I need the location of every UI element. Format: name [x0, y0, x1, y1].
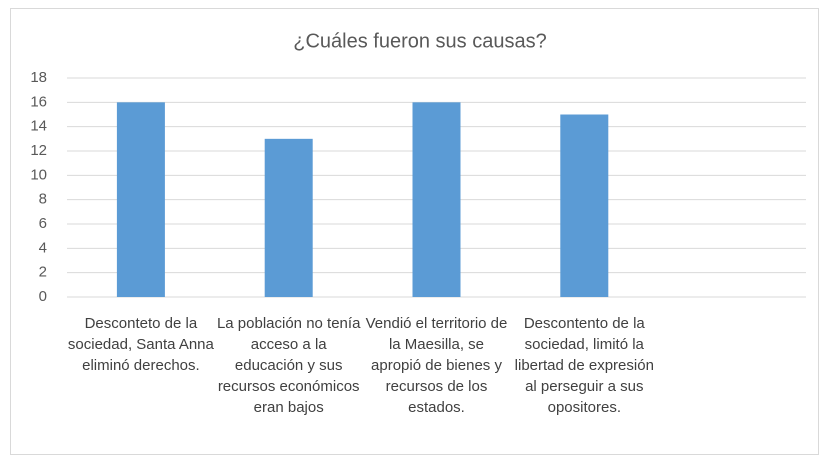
y-tick-label: 16 — [30, 93, 47, 110]
y-tick-label: 12 — [30, 142, 47, 159]
y-tick-label: 18 — [30, 69, 47, 86]
y-tick-label: 8 — [39, 191, 47, 208]
bar — [116, 102, 165, 297]
x-tick-label: La población no tenía acceso a la educac… — [216, 315, 361, 416]
y-tick-label: 2 — [39, 264, 47, 281]
y-tick-label: 0 — [39, 288, 47, 305]
y-tick-label: 6 — [39, 215, 47, 232]
x-tick-label: Desconteto de la sociedad, Santa Anna el… — [67, 315, 214, 374]
x-tick-label: Vendió el territorio de la Maesilla, se … — [365, 315, 508, 416]
y-tick-label: 14 — [30, 118, 47, 135]
x-tick-label: Descontento de la sociedad, limitó la li… — [514, 315, 654, 416]
chart-title: ¿Cuáles fueron sus causas? — [293, 30, 546, 52]
bar — [560, 114, 609, 297]
bar — [264, 138, 313, 297]
y-tick-label: 4 — [39, 239, 47, 256]
bar — [412, 102, 461, 297]
y-tick-label: 10 — [30, 166, 47, 183]
